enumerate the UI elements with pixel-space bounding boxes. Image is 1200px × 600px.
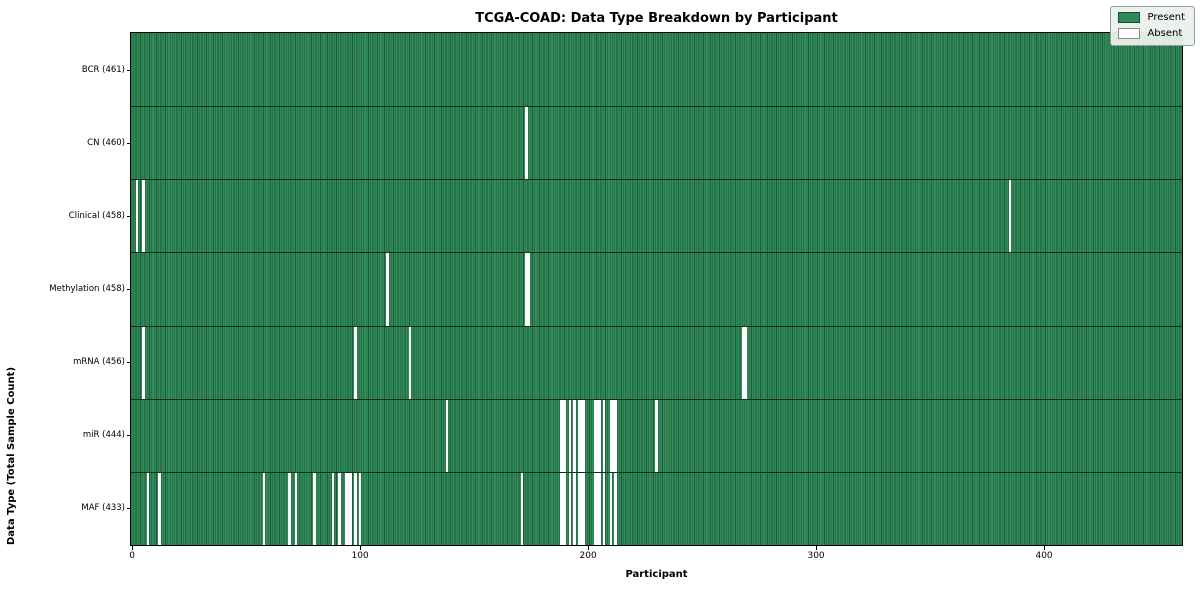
absent-stripe [609,472,613,545]
absent-stripe [288,472,291,545]
absent-stripe [520,472,524,545]
legend: Present Absent [1110,6,1195,46]
absent-stripe [135,180,138,254]
absent-stripe [386,253,389,327]
x-tick-label-300: 300 [807,551,825,561]
absent-stripe [655,399,658,473]
absent-stripe [577,472,581,545]
legend-item-present: Present [1118,12,1185,23]
absent-stripe [354,326,357,400]
y-tick-mark [127,435,131,437]
absent-stripe [564,399,567,473]
absent-stripe [568,472,571,545]
absent-stripe [1008,180,1011,254]
absent-stripe [573,472,576,545]
absent-stripe [295,472,298,545]
absent-stripe [614,472,617,545]
absent-stripe [158,472,161,545]
x-tick-mark [588,546,590,550]
absent-stripe [596,399,599,473]
absent-stripe [614,399,617,473]
absent-stripe [598,399,601,473]
absent-stripe [573,399,576,473]
absent-stripe [612,399,615,473]
y-tick-mark [127,69,131,71]
absent-stripe [598,472,601,545]
absent-stripe [525,253,528,327]
absent-stripe [577,399,581,473]
absent-stripe [525,107,528,181]
absent-stripe [338,472,341,545]
absent-swatch-icon [1118,28,1141,39]
absent-stripe [142,180,145,254]
plot-area [130,32,1183,546]
absent-stripe [602,472,606,545]
absent-stripe [561,472,565,545]
absent-stripe [602,399,606,473]
x-tick-mark [132,546,134,550]
absent-stripe [527,253,530,327]
y-tick-mark [127,289,131,290]
absent-stripe [559,399,562,473]
heatmap-row-maf [131,471,1182,545]
y-tick-label-methylation: Methylation (458) [49,284,125,294]
y-tick-mark [127,215,131,217]
absent-stripe [596,472,599,545]
y-tick-label-mrna: mRNA (456) [73,357,125,368]
absent-stripe [354,472,357,545]
heatmap-row-mir [131,398,1182,473]
absent-stripe [409,326,412,400]
absent-stripe [609,399,613,473]
absent-stripe [331,472,334,545]
x-tick-label-200: 200 [579,551,597,561]
absent-stripe [345,472,348,545]
y-tick-label-mir: miR (444) [82,430,125,441]
absent-stripe [593,399,597,473]
x-tick-label-400: 400 [1035,551,1053,561]
absent-stripe [559,472,562,545]
x-tick-mark [1044,546,1046,550]
x-tick-label-0: 0 [129,551,135,561]
heatmap-row-clinical [131,179,1182,254]
y-tick-label-maf: MAF (433) [81,503,125,514]
heatmap-row-mrna [131,325,1182,400]
y-tick-label-clinical: Clinical (458) [68,210,125,221]
heatmap-row-bcr [131,33,1182,107]
x-tick-mark [360,546,362,550]
y-tick-mark [127,362,131,364]
absent-stripe [593,472,597,545]
y-tick-mark [127,142,131,144]
absent-stripe [741,326,745,400]
absent-stripe [313,472,316,545]
legend-absent-label: Absent [1147,28,1183,39]
absent-stripe [263,472,266,545]
x-tick-label-100: 100 [351,551,369,561]
absent-stripe [744,326,747,400]
y-tick-label-cn: CN (460) [87,137,125,148]
absent-stripe [561,399,565,473]
absent-stripe [580,399,583,473]
absent-stripe [568,399,571,473]
x-axis-label: Participant [625,569,688,580]
absent-stripe [142,326,145,400]
absent-stripe [582,472,585,545]
legend-item-absent: Absent [1118,28,1185,39]
heatmap-row-methylation [131,252,1182,327]
y-tick-label-bcr: BCR (461) [81,64,125,75]
absent-stripe [580,472,583,545]
absent-stripe [582,399,585,473]
absent-stripe [347,472,350,545]
heatmap-row-cn [131,106,1182,181]
x-tick-mark [816,546,818,550]
legend-present-label: Present [1147,12,1185,23]
absent-stripe [445,399,448,473]
absent-stripe [349,472,353,545]
absent-stripe [564,472,567,545]
y-tick-mark [127,508,131,510]
absent-stripe [358,472,362,545]
present-swatch-icon [1118,12,1141,23]
absent-stripe [146,472,150,545]
chart-title: TCGA-COAD: Data Type Breakdown by Partic… [475,11,838,26]
